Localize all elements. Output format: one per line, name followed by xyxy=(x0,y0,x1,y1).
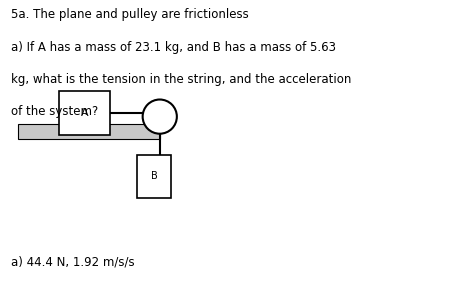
Text: a) 44.4 N, 1.92 m/s/s: a) 44.4 N, 1.92 m/s/s xyxy=(11,256,135,269)
Text: 5a. The plane and pulley are frictionless: 5a. The plane and pulley are frictionles… xyxy=(11,8,249,21)
Ellipse shape xyxy=(143,99,177,134)
Text: a) If A has a mass of 23.1 kg, and B has a mass of 5.63: a) If A has a mass of 23.1 kg, and B has… xyxy=(11,41,336,54)
Bar xyxy=(58,91,110,135)
Text: B: B xyxy=(151,171,157,181)
Text: kg, what is the tension in the string, and the acceleration: kg, what is the tension in the string, a… xyxy=(11,73,351,86)
Bar xyxy=(137,155,171,198)
Text: of the system?: of the system? xyxy=(11,105,99,118)
FancyBboxPatch shape xyxy=(18,124,160,139)
Text: A: A xyxy=(81,108,88,118)
